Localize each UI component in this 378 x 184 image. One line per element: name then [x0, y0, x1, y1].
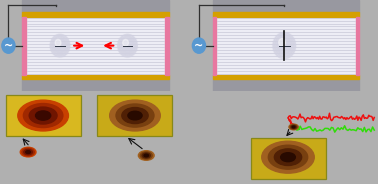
Circle shape — [36, 111, 51, 120]
Circle shape — [274, 149, 302, 165]
Bar — [165, 17, 169, 75]
Text: ~: ~ — [4, 41, 13, 51]
Bar — [98, 95, 172, 136]
Bar — [26, 17, 165, 75]
Circle shape — [140, 152, 152, 159]
Circle shape — [262, 141, 314, 173]
Text: ~: ~ — [194, 41, 204, 51]
Circle shape — [273, 32, 296, 59]
Bar — [23, 0, 169, 12]
Bar — [213, 75, 359, 79]
Circle shape — [128, 111, 142, 120]
Bar — [23, 17, 26, 75]
Circle shape — [280, 153, 295, 162]
Circle shape — [275, 35, 294, 57]
Circle shape — [50, 34, 70, 57]
Circle shape — [290, 125, 297, 129]
Bar — [213, 12, 359, 17]
Bar — [23, 79, 169, 91]
Bar — [23, 75, 169, 79]
Circle shape — [54, 38, 66, 53]
Circle shape — [110, 100, 160, 131]
Circle shape — [289, 124, 298, 130]
Bar — [356, 17, 359, 75]
Circle shape — [273, 33, 296, 59]
Circle shape — [122, 107, 148, 124]
Bar — [251, 138, 325, 179]
Circle shape — [192, 38, 206, 53]
Circle shape — [138, 151, 154, 160]
Circle shape — [55, 39, 61, 46]
Circle shape — [122, 39, 129, 46]
Bar — [213, 79, 359, 91]
Bar — [23, 12, 169, 17]
Circle shape — [292, 126, 295, 128]
Circle shape — [121, 38, 134, 53]
Circle shape — [142, 153, 150, 158]
Circle shape — [50, 34, 70, 57]
Circle shape — [24, 149, 33, 155]
Circle shape — [118, 34, 137, 57]
Circle shape — [29, 107, 57, 124]
Circle shape — [18, 100, 68, 131]
Circle shape — [2, 38, 15, 53]
Circle shape — [23, 104, 63, 128]
Circle shape — [117, 34, 138, 57]
Circle shape — [20, 147, 36, 157]
Circle shape — [116, 104, 154, 127]
Bar — [6, 95, 81, 136]
Circle shape — [291, 125, 296, 128]
Circle shape — [268, 145, 308, 169]
Circle shape — [119, 36, 136, 55]
Bar — [213, 0, 359, 12]
Circle shape — [144, 154, 149, 157]
Bar — [216, 17, 356, 75]
Circle shape — [279, 38, 285, 46]
Circle shape — [26, 151, 31, 153]
Circle shape — [52, 36, 68, 55]
Bar — [213, 17, 216, 75]
Circle shape — [277, 37, 291, 54]
Circle shape — [22, 148, 34, 156]
